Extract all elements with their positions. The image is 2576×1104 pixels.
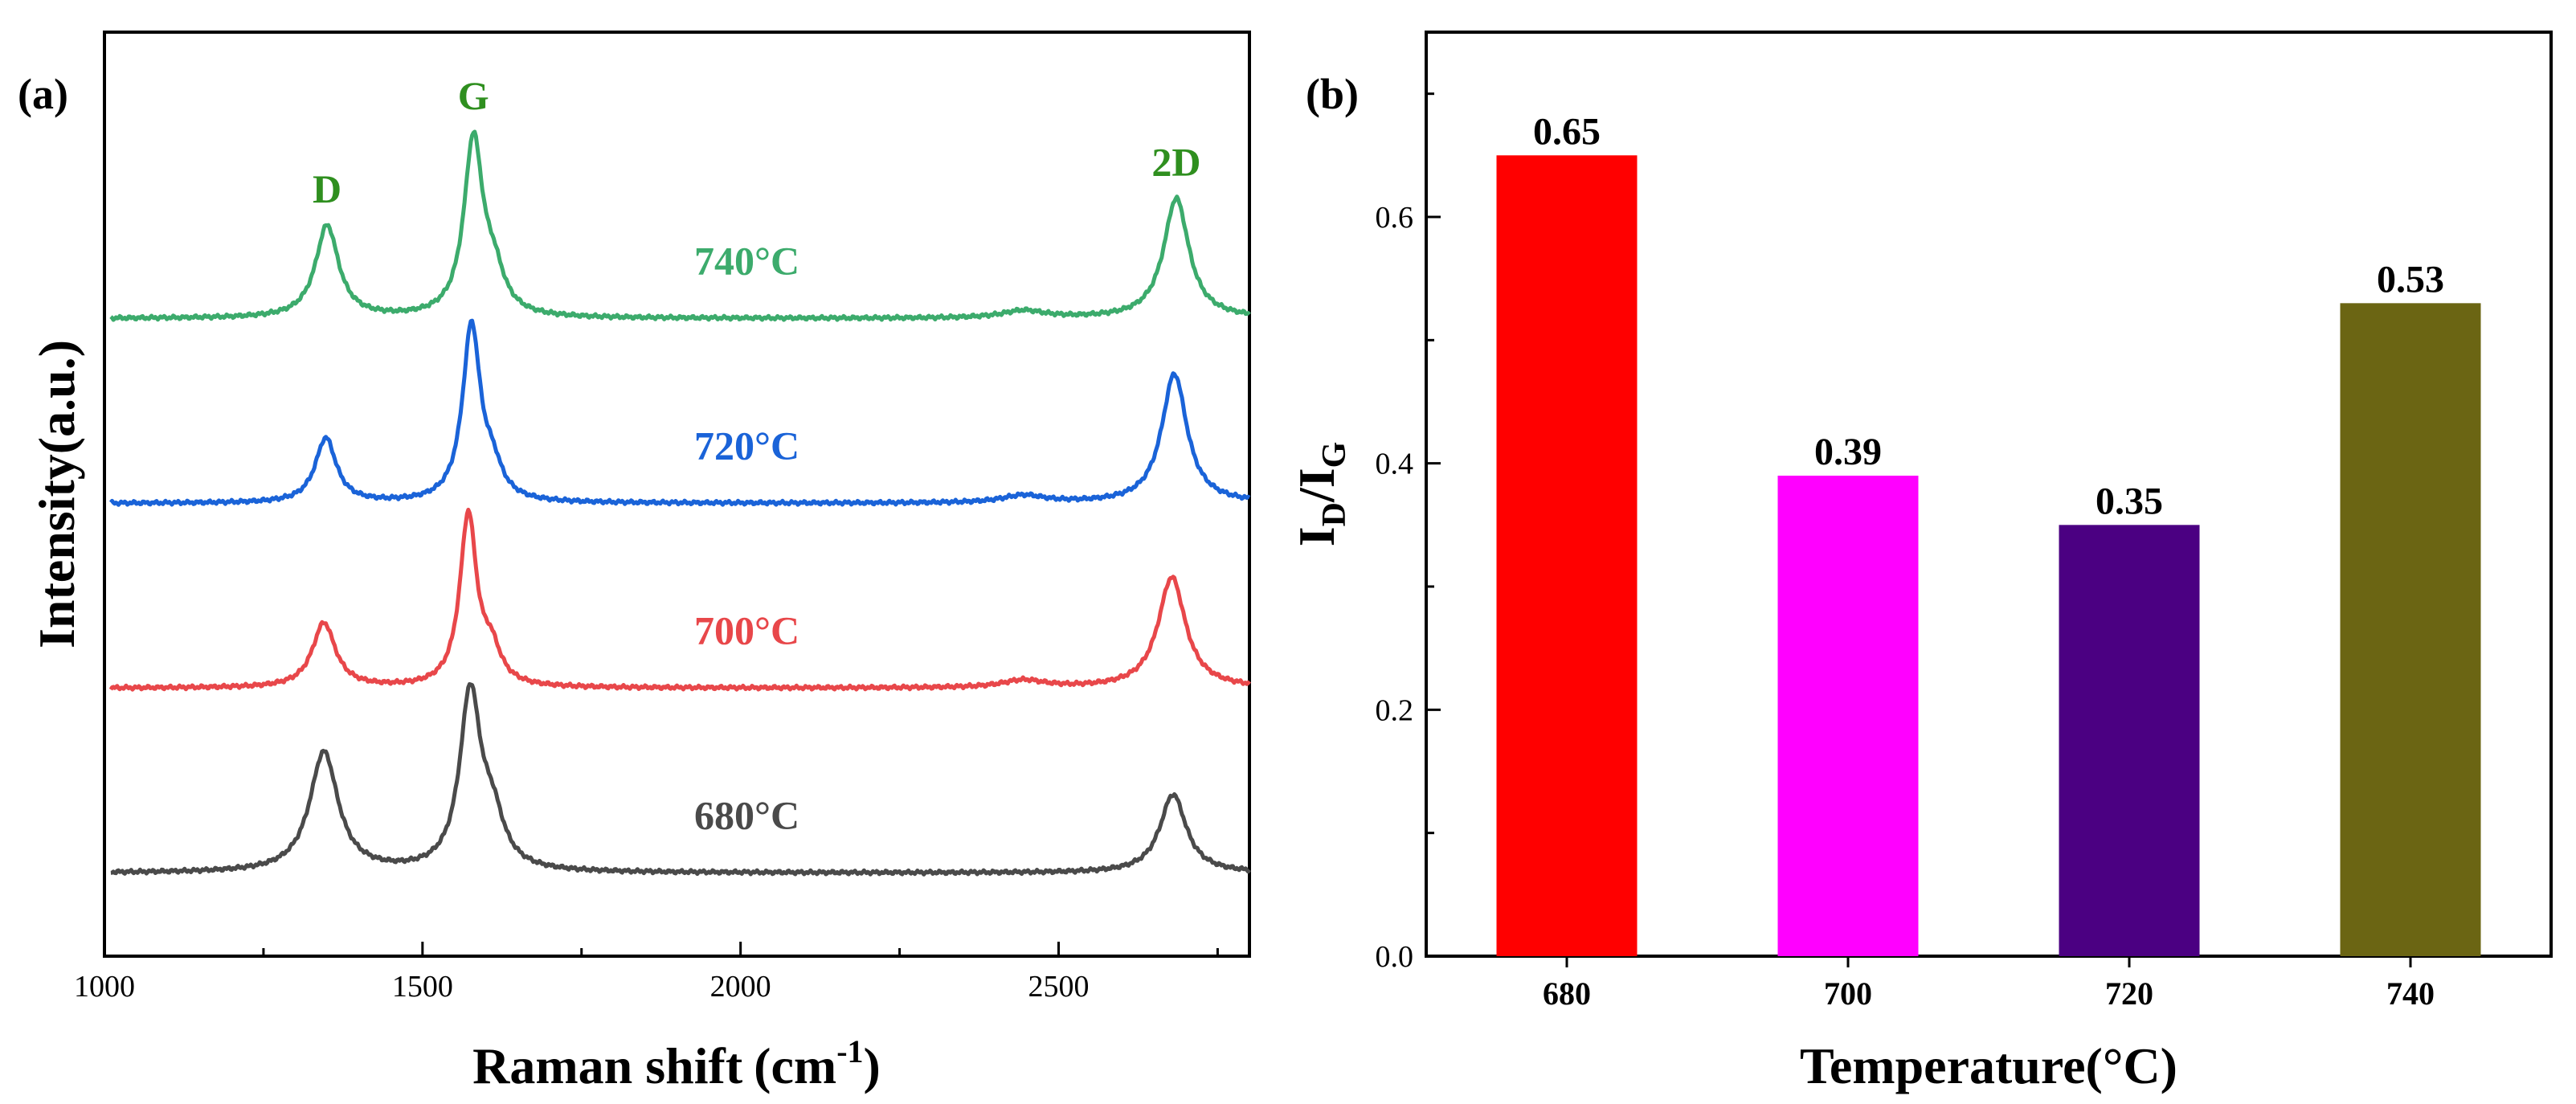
panel-b-bar [2340,303,2481,956]
panel-a-x-axis-unit-close: ) [864,1037,881,1094]
panel-a-raman-chart: (a) 1000 1500 2000 2500 680°C 700°C 720°C 740°… [18,31,1252,1094]
panel-b-y-axis-title-slash-i: /I [1288,468,1345,503]
panel-b-bar-value-label: 0.39 [1814,431,1882,473]
panel-b-y-ticks: 0.0 0.2 0.4 0.6 [1376,92,1441,974]
panel-b-bars: 0.65 0.39 0.35 0.53 [1496,110,2481,957]
panel-a-x-axis-title-text: Raman shift [472,1037,743,1094]
panel-b-x-tick-label: 700 [1824,975,1872,1012]
panel-b-y-tick-label: 0.0 [1376,940,1414,974]
panel-a-x-tick-label: 1000 [74,970,135,1004]
panel-b-x-ticks: 680 700 720 740 [1543,956,2435,1012]
panel-b-bar-value-label: 0.35 [2096,480,2163,522]
panel-a-label: (a) [18,70,68,118]
panel-a-plot-frame [103,31,1251,958]
panel-b-label: (b) [1306,70,1359,118]
panel-a-x-axis-unit-exponent: -1 [836,1033,863,1069]
panel-b-bar [1496,155,1638,957]
panel-a-x-tick-label: 2000 [710,970,771,1004]
panel-a-x-axis-title: Raman shift (cm-1) [472,1033,881,1094]
panel-a-series-label: 740°C [694,239,799,284]
panel-a-series-label: 700°C [694,608,799,653]
panel-b-x-tick-label: 740 [2386,975,2435,1012]
panel-a-x-tick-label: 2500 [1028,970,1090,1004]
panel-b-y-axis-title-sub-g: G [1316,442,1353,468]
panel-b-y-tick-label: 0.2 [1376,693,1414,727]
panel-b-bar-value-label: 0.65 [1533,110,1601,153]
panel-a-y-axis-title: Intensity(a.u.) [28,340,85,648]
panel-a-series-labels: 680°C 700°C 720°C 740°C [694,239,799,838]
panel-b-bar-chart: (b) 0.0 0.2 0.4 0.6 0.65 0.39 0.35 0.53 680 700… [1288,31,2553,1094]
panel-a-series-line [109,129,1251,322]
panel-a-series-line [108,318,1251,507]
panel-b-x-tick-label: 680 [1543,975,1591,1012]
panel-a-series-line [110,682,1252,877]
panel-a-peak-label: G [458,73,489,118]
panel-a-peak-label: D [313,166,341,211]
panel-b-y-tick-label: 0.6 [1376,201,1414,235]
panel-a-series-line [108,507,1251,692]
panel-a-peak-label: 2D [1151,140,1200,185]
panel-b-bar-value-label: 0.53 [2377,258,2444,301]
panel-b-x-axis-title: Temperature(°C) [1800,1037,2177,1094]
panel-b-plot-frame [1425,31,2553,958]
panel-b-bar [1777,476,1919,956]
panel-a-x-ticks: 1000 1500 2000 2500 [74,942,1219,1004]
panel-a-peak-labels: D G 2D [313,73,1200,211]
panel-a-x-axis-unit-base: (cm [754,1037,836,1094]
panel-b-bar [2059,525,2200,956]
panel-b-y-axis-title-i: I [1288,526,1345,546]
panel-b-y-axis-title: ID/IG [1288,442,1353,547]
panel-b-y-axis-title-sub-d: D [1316,502,1353,526]
panel-a-series [108,129,1252,877]
panel-a-x-tick-label: 1500 [392,970,453,1004]
panel-b-y-tick-label: 0.4 [1376,448,1414,481]
panel-a-series-label: 680°C [694,793,799,838]
panel-a-series-label: 720°C [694,423,799,468]
panel-b-x-tick-label: 720 [2105,975,2153,1012]
